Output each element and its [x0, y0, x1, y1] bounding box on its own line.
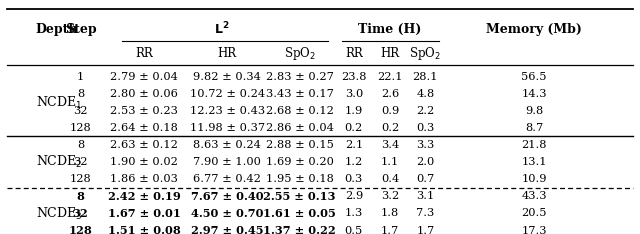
Text: 2.97 ± 0.45: 2.97 ± 0.45: [191, 225, 264, 234]
Text: 2.83 ± 0.27: 2.83 ± 0.27: [266, 72, 333, 82]
Text: 2.80 ± 0.06: 2.80 ± 0.06: [111, 89, 179, 99]
Text: 20.5: 20.5: [521, 208, 547, 219]
Text: 0.9: 0.9: [381, 106, 399, 116]
Text: 4.50 ± 0.70: 4.50 ± 0.70: [191, 208, 264, 219]
Text: 7.90 ± 1.00: 7.90 ± 1.00: [193, 157, 261, 167]
Text: 0.3: 0.3: [345, 174, 363, 184]
Text: HR: HR: [218, 47, 237, 60]
Text: 2.6: 2.6: [381, 89, 399, 99]
Text: 2.9: 2.9: [345, 191, 363, 201]
Text: 0.2: 0.2: [381, 123, 399, 133]
Text: 1.3: 1.3: [345, 208, 363, 219]
Text: RR: RR: [136, 47, 153, 60]
Text: $\mathbf{L}^\mathbf{2}$: $\mathbf{L}^\mathbf{2}$: [214, 21, 230, 37]
Text: 1.90 ± 0.02: 1.90 ± 0.02: [111, 157, 179, 167]
Text: 1.8: 1.8: [381, 208, 399, 219]
Text: 3.3: 3.3: [416, 140, 435, 150]
Text: 21.8: 21.8: [521, 140, 547, 150]
Text: 2.0: 2.0: [416, 157, 435, 167]
Text: 3.2: 3.2: [381, 191, 399, 201]
Text: Depth: Depth: [36, 23, 78, 36]
Text: 0.4: 0.4: [381, 174, 399, 184]
Text: 1.7: 1.7: [381, 226, 399, 234]
Text: 0.2: 0.2: [345, 123, 363, 133]
Text: 8: 8: [77, 140, 84, 150]
Text: 2.64 ± 0.18: 2.64 ± 0.18: [111, 123, 179, 133]
Text: 128: 128: [70, 123, 92, 133]
Text: 6.77 ± 0.42: 6.77 ± 0.42: [193, 174, 261, 184]
Text: HR: HR: [381, 47, 400, 60]
Text: 1.95 ± 0.18: 1.95 ± 0.18: [266, 174, 333, 184]
Text: 3.0: 3.0: [345, 89, 363, 99]
Text: 2.53 ± 0.23: 2.53 ± 0.23: [111, 106, 179, 116]
Text: 13.1: 13.1: [521, 157, 547, 167]
Text: NCDE$_2$: NCDE$_2$: [36, 154, 82, 170]
Text: 2.63 ± 0.12: 2.63 ± 0.12: [111, 140, 179, 150]
Text: 8: 8: [77, 191, 84, 202]
Text: 1.69 ± 0.20: 1.69 ± 0.20: [266, 157, 333, 167]
Text: 17.3: 17.3: [521, 226, 547, 234]
Text: Time (H): Time (H): [358, 23, 421, 36]
Text: 28.1: 28.1: [413, 72, 438, 82]
Text: 1.7: 1.7: [416, 226, 435, 234]
Text: 8.7: 8.7: [525, 123, 543, 133]
Text: 1.67 ± 0.01: 1.67 ± 0.01: [108, 208, 181, 219]
Text: 2.88 ± 0.15: 2.88 ± 0.15: [266, 140, 333, 150]
Text: 14.3: 14.3: [521, 89, 547, 99]
Text: NCDE$_3$: NCDE$_3$: [36, 205, 83, 222]
Text: 1.9: 1.9: [345, 106, 363, 116]
Text: 22.1: 22.1: [378, 72, 403, 82]
Text: Memory (Mb): Memory (Mb): [486, 23, 582, 36]
Text: 128: 128: [68, 225, 92, 234]
Text: SpO$_2$: SpO$_2$: [284, 45, 316, 62]
Text: 8.63 ± 0.24: 8.63 ± 0.24: [193, 140, 261, 150]
Text: 7.67 ± 0.40: 7.67 ± 0.40: [191, 191, 264, 202]
Text: 9.82 ± 0.34: 9.82 ± 0.34: [193, 72, 261, 82]
Text: 0.3: 0.3: [416, 123, 435, 133]
Text: 8: 8: [77, 89, 84, 99]
Text: 11.98 ± 0.37: 11.98 ± 0.37: [190, 123, 265, 133]
Text: 2.1: 2.1: [345, 140, 363, 150]
Text: 1.51 ± 0.08: 1.51 ± 0.08: [108, 225, 180, 234]
Text: 2.42 ± 0.19: 2.42 ± 0.19: [108, 191, 180, 202]
Text: 4.8: 4.8: [416, 89, 435, 99]
Text: 1.61 ± 0.05: 1.61 ± 0.05: [263, 208, 336, 219]
Text: 1: 1: [77, 72, 84, 82]
Text: 2.68 ± 0.12: 2.68 ± 0.12: [266, 106, 333, 116]
Text: 1.86 ± 0.03: 1.86 ± 0.03: [111, 174, 179, 184]
Text: 0.5: 0.5: [345, 226, 363, 234]
Text: 43.3: 43.3: [521, 191, 547, 201]
Text: RR: RR: [345, 47, 363, 60]
Text: 9.8: 9.8: [525, 106, 543, 116]
Text: 2.2: 2.2: [416, 106, 435, 116]
Text: 12.23 ± 0.43: 12.23 ± 0.43: [190, 106, 265, 116]
Text: 1.37 ± 0.22: 1.37 ± 0.22: [263, 225, 336, 234]
Text: 10.72 ± 0.24: 10.72 ± 0.24: [190, 89, 265, 99]
Text: 56.5: 56.5: [521, 72, 547, 82]
Text: 0.7: 0.7: [416, 174, 435, 184]
Text: 32: 32: [73, 208, 88, 219]
Text: 1.2: 1.2: [345, 157, 363, 167]
Text: 3.4: 3.4: [381, 140, 399, 150]
Text: 23.8: 23.8: [341, 72, 367, 82]
Text: 3.43 ± 0.17: 3.43 ± 0.17: [266, 89, 333, 99]
Text: 128: 128: [70, 174, 92, 184]
Text: 2.79 ± 0.04: 2.79 ± 0.04: [111, 72, 179, 82]
Text: 2.86 ± 0.04: 2.86 ± 0.04: [266, 123, 333, 133]
Text: Step: Step: [65, 23, 97, 36]
Text: 3.1: 3.1: [416, 191, 435, 201]
Text: 32: 32: [73, 106, 88, 116]
Text: 10.9: 10.9: [521, 174, 547, 184]
Text: NCDE$_1$: NCDE$_1$: [36, 95, 83, 111]
Text: 7.3: 7.3: [416, 208, 435, 219]
Text: 1.1: 1.1: [381, 157, 399, 167]
Text: 32: 32: [73, 157, 88, 167]
Text: 2.55 ± 0.13: 2.55 ± 0.13: [263, 191, 336, 202]
Text: SpO$_2$: SpO$_2$: [410, 45, 441, 62]
